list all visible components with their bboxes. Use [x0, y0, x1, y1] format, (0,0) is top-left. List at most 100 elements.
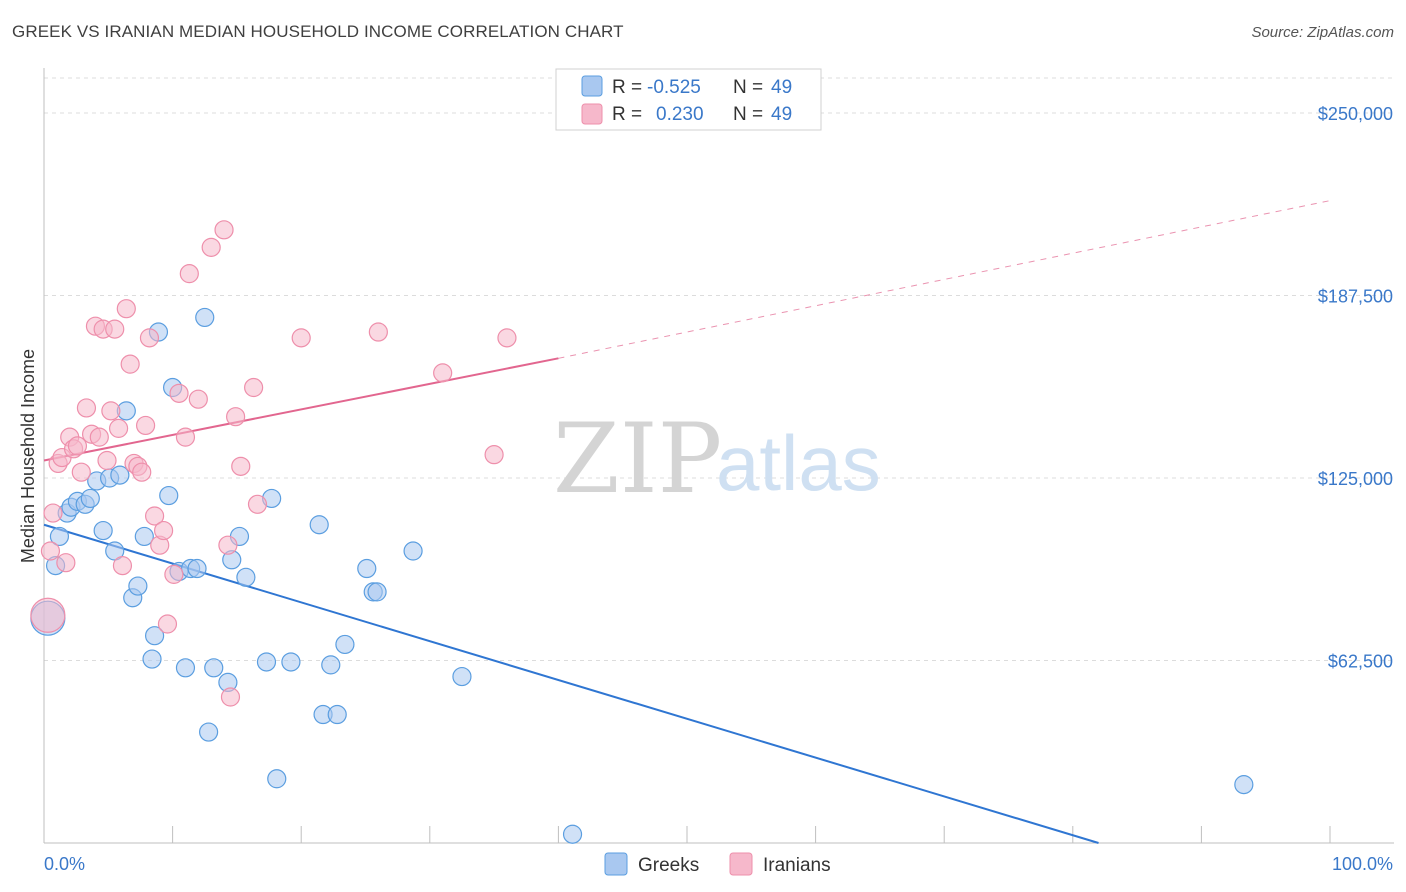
point-iranians — [179, 264, 199, 284]
point-greeks — [1234, 775, 1254, 795]
point-iranians — [433, 363, 453, 383]
watermark-atlas: atlas — [716, 419, 881, 507]
point-iranians — [135, 415, 156, 436]
legend-top: R = -0.525 N = 49 R = 0.230 N = 49 — [555, 68, 822, 131]
legend-bottom-label-greeks: Greeks — [638, 855, 699, 876]
point-iranians — [247, 494, 268, 514]
point-greeks — [452, 666, 472, 687]
point-greeks — [357, 558, 377, 579]
trend-lines — [43, 200, 1331, 844]
point-greeks — [236, 567, 256, 587]
point-greeks — [327, 704, 347, 725]
point-iranians — [368, 322, 388, 342]
point-iranians — [71, 462, 91, 482]
point-greeks — [267, 769, 287, 789]
legend-r-value-greeks: -0.525 — [647, 77, 701, 98]
axes — [43, 68, 1394, 844]
point-greeks — [187, 558, 207, 579]
points-iranians — [30, 220, 517, 707]
point-iranians — [97, 450, 117, 471]
trend-line-iranians — [43, 357, 559, 462]
point-greeks — [93, 520, 113, 541]
point-iranians — [244, 377, 264, 398]
legend-swatch-greeks — [581, 75, 603, 97]
y-tick-labels: $62,500 $125,000 $187,500 $250,000 — [1318, 104, 1393, 671]
watermark: ZIP atlas — [553, 403, 881, 515]
point-iranians — [139, 328, 160, 348]
point-iranians — [56, 553, 76, 573]
chart-title: GREEK VS IRANIAN MEDIAN HOUSEHOLD INCOME… — [12, 22, 624, 41]
point-iranians — [76, 398, 97, 418]
point-greeks — [281, 652, 301, 672]
point-greeks — [134, 526, 154, 547]
point-iranians — [484, 445, 504, 465]
point-iranians — [89, 427, 109, 447]
point-greeks — [142, 649, 162, 669]
legend-bottom-swatch-greeks — [604, 852, 628, 876]
point-iranians — [108, 418, 129, 438]
point-greeks — [204, 658, 224, 678]
chart-source: Source: ZipAtlas.com — [1251, 24, 1394, 41]
point-iranians — [116, 299, 136, 319]
legend-n-value-iranians: 49 — [771, 104, 792, 125]
point-iranians — [120, 354, 140, 374]
y-axis-label: Median Household Income — [18, 349, 38, 563]
point-iranians — [67, 436, 88, 456]
point-greeks — [562, 824, 583, 844]
point-greeks — [80, 488, 100, 509]
x-tick-label: 100.0% — [1332, 854, 1393, 874]
point-iranians — [175, 427, 196, 447]
point-greeks — [403, 541, 423, 561]
trend-line-extension-iranians — [558, 200, 1331, 359]
watermark-zip: ZIP — [553, 403, 722, 515]
point-greeks — [309, 515, 329, 535]
point-greeks — [199, 722, 219, 742]
point-iranians — [101, 401, 121, 421]
point-iranians — [201, 237, 221, 257]
point-iranians — [112, 556, 133, 576]
legend-n-label-greeks: N = — [733, 77, 763, 98]
point-greeks — [49, 526, 70, 547]
point-iranians — [30, 597, 66, 633]
y-tick-label: $125,000 — [1318, 469, 1393, 489]
point-iranians — [157, 614, 178, 634]
point-iranians — [153, 520, 174, 541]
point-iranians — [231, 456, 251, 476]
point-greeks — [367, 582, 387, 602]
legend-bottom: Greeks Iranians — [604, 852, 831, 876]
point-iranians — [144, 506, 165, 526]
point-iranians — [497, 328, 517, 348]
point-iranians — [169, 383, 189, 403]
x-tick-labels: 0.0% 100.0% — [44, 854, 1393, 874]
point-iranians — [40, 541, 61, 561]
point-iranians — [218, 535, 238, 555]
legend-r-value-iranians: 0.230 — [656, 104, 704, 125]
legend-n-label-iranians: N = — [733, 104, 763, 125]
point-greeks — [144, 626, 165, 646]
point-iranians — [291, 328, 311, 348]
point-iranians — [188, 389, 208, 409]
point-iranians — [105, 319, 125, 339]
point-greeks — [110, 465, 130, 485]
point-greeks — [321, 655, 341, 675]
trend-line-greeks — [43, 523, 1099, 844]
legend-bottom-swatch-iranians — [729, 852, 753, 876]
legend-bottom-label-iranians: Iranians — [763, 855, 831, 876]
point-greeks — [256, 652, 277, 672]
legend-swatch-iranians — [581, 103, 603, 125]
point-iranians — [164, 564, 184, 584]
y-tick-label: $250,000 — [1318, 104, 1393, 124]
legend-n-value-greeks: 49 — [771, 77, 792, 98]
point-iranians — [214, 220, 234, 240]
y-tick-label: $62,500 — [1328, 652, 1393, 672]
point-iranians — [43, 503, 63, 523]
x-tick-label: 0.0% — [44, 854, 85, 874]
y-tick-label: $187,500 — [1318, 287, 1393, 307]
legend-r-label-greeks: R = — [612, 77, 642, 98]
point-iranians — [220, 687, 241, 707]
point-greeks — [195, 307, 215, 328]
legend-r-label-iranians: R = — [612, 104, 642, 125]
point-iranians — [132, 462, 152, 482]
point-greeks — [175, 658, 196, 678]
